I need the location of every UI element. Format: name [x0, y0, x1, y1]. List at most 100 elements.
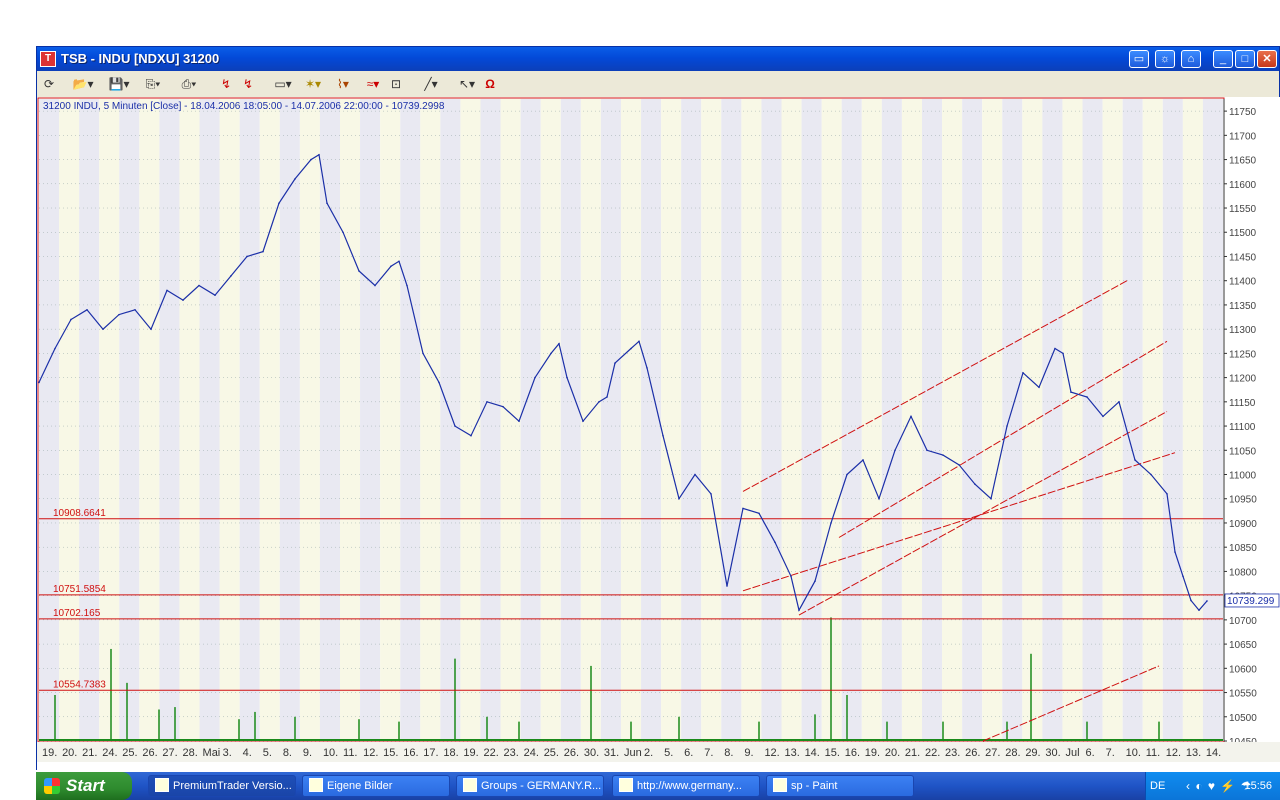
tray-icons[interactable]: ‹ ◐ ♥ ⚡ ☂	[1186, 779, 1253, 793]
x-tick-label: 8.	[724, 747, 733, 759]
print-icon[interactable]: ⎙▾	[181, 77, 197, 91]
day-band	[199, 99, 220, 741]
data-point	[1182, 575, 1184, 578]
data-point	[1150, 473, 1152, 476]
day-band	[641, 99, 662, 741]
compare-icon[interactable]: ≈▾	[366, 77, 380, 91]
day-band	[580, 99, 601, 741]
properties-icon[interactable]: ⊡	[390, 77, 402, 91]
task-http[interactable]: http://www.germany...	[612, 775, 760, 797]
settings-icon[interactable]: ☼	[1155, 50, 1175, 68]
y-axis: 11750 11700 11650 11600 11550 11500 11450 11400…	[1223, 99, 1257, 748]
y-tick-label: 10600	[1229, 664, 1257, 675]
data-point	[798, 609, 800, 611]
x-tick-label: 28.	[1005, 747, 1020, 759]
paint-icon	[773, 778, 787, 793]
x-tick-label: 19.	[42, 747, 57, 759]
open-folder-icon[interactable]: 📂▾	[72, 77, 94, 91]
data-point	[942, 454, 944, 456]
data-point	[246, 255, 248, 258]
x-tick-label: 24.	[524, 747, 539, 759]
day-band	[821, 99, 842, 741]
day-band	[681, 99, 702, 741]
x-tick-label: 12.	[363, 747, 378, 759]
data-point	[406, 284, 408, 287]
x-tick-label: 21.	[905, 747, 920, 759]
day-band	[480, 99, 501, 741]
day-band	[239, 99, 260, 741]
day-band	[1022, 99, 1043, 741]
day-band	[1162, 99, 1183, 741]
x-tick-label: 4.	[243, 747, 252, 759]
chart-app-icon[interactable]: T	[40, 51, 56, 67]
pin-icon[interactable]: ⌂	[1181, 50, 1201, 68]
x-tick-label: 28.	[182, 747, 197, 759]
studies-icon[interactable]: ⌇▾	[337, 77, 349, 91]
day-band	[420, 99, 441, 741]
y-tick-label: 10500	[1229, 713, 1257, 724]
x-tick-label: 7.	[1106, 747, 1115, 759]
chart-area[interactable]: 31200 INDU, 5 Minuten [Close] - 18.04.20…	[37, 97, 1280, 771]
indicator-icon[interactable]: ✶▾	[304, 77, 322, 91]
magnet-icon[interactable]: Ω	[485, 77, 495, 91]
data-point	[54, 347, 56, 350]
day-band	[440, 99, 461, 741]
language-indicator[interactable]: DE	[1150, 780, 1166, 792]
task-eigene-bilder[interactable]: Eigene Bilder	[302, 775, 450, 797]
data-point	[566, 376, 568, 379]
chart-left-icon[interactable]: ↯	[220, 77, 232, 91]
x-tick-label: 6.	[684, 747, 693, 759]
data-point	[1062, 352, 1064, 355]
day-band	[360, 99, 381, 741]
restore-icon[interactable]: ▭	[1129, 50, 1149, 68]
day-band	[340, 99, 361, 741]
x-tick-label: 13.	[1186, 747, 1201, 759]
y-tick-label: 11050	[1229, 446, 1257, 457]
maximize-icon[interactable]: □	[1235, 50, 1255, 68]
minimize-icon[interactable]: _	[1213, 50, 1233, 68]
draw-line-icon[interactable]: ╱▾	[424, 77, 438, 91]
close-icon[interactable]: ✕	[1257, 50, 1277, 68]
data-point	[86, 308, 88, 311]
task-paint[interactable]: sp - Paint	[766, 775, 914, 797]
y-tick-label: 11300	[1229, 325, 1257, 336]
x-tick-label: 11.	[1146, 747, 1160, 759]
window-icon[interactable]: ▭▾	[274, 77, 292, 91]
data-point	[70, 318, 72, 321]
x-tick-label: 15.	[383, 747, 398, 759]
data-point	[926, 449, 928, 452]
start-button[interactable]: Start	[36, 772, 132, 800]
day-band	[179, 99, 200, 741]
x-tick-label: 6.	[1086, 747, 1095, 759]
x-tick-label: 20.	[885, 747, 900, 759]
pointer-icon[interactable]: ↖▾	[458, 77, 476, 91]
y-tick-label: 11600	[1229, 180, 1257, 191]
data-point	[534, 376, 536, 379]
data-point	[638, 340, 640, 343]
data-point	[814, 580, 816, 582]
task-premiumtrader[interactable]: PremiumTrader Versio...	[148, 775, 296, 797]
day-band	[119, 99, 140, 741]
data-point	[1206, 600, 1208, 602]
browser-icon	[619, 778, 633, 793]
data-point	[614, 362, 616, 364]
title-bar[interactable]: T TSB - INDU [NDXU] 31200 ▭ ☼ ⌂ _ □ ✕	[37, 47, 1279, 71]
x-tick-label: 22.	[925, 747, 940, 759]
refresh-icon[interactable]: ⟳	[43, 77, 55, 91]
data-point	[422, 352, 424, 355]
data-point	[102, 328, 104, 330]
data-point	[1166, 493, 1168, 495]
data-point	[662, 434, 664, 437]
data-point	[134, 308, 136, 311]
chart-right-icon[interactable]: ↯	[242, 77, 254, 91]
price-chart[interactable]: 31200 INDU, 5 Minuten [Close] - 18.04.20…	[37, 97, 1280, 771]
task-groups[interactable]: Groups - GERMANY.R...	[456, 775, 604, 797]
level-label: 10702.165	[53, 608, 101, 619]
save-icon[interactable]: 💾▾	[108, 77, 130, 91]
x-tick-label: 15.	[825, 747, 840, 759]
trend-line	[982, 665, 1160, 742]
x-tick-label: 18.	[443, 747, 458, 759]
day-band	[721, 99, 742, 741]
day-band	[1082, 99, 1103, 741]
copy-icon[interactable]: ⎘▾	[145, 77, 161, 91]
